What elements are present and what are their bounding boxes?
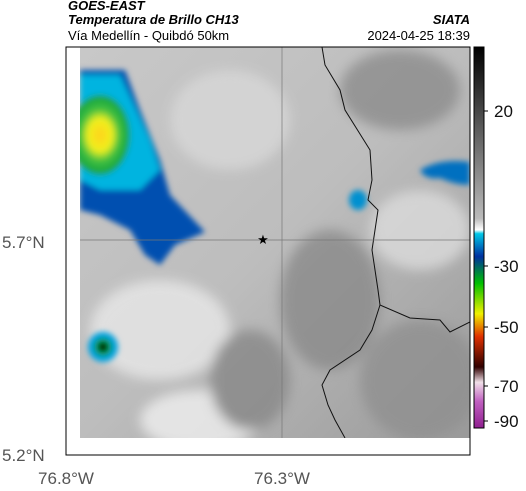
colorbar-label: -50 xyxy=(494,318,519,337)
colorbar-label: -30 xyxy=(494,257,519,276)
border xyxy=(321,47,470,333)
map-frame xyxy=(65,46,471,456)
colorbar-label: -90 xyxy=(494,412,519,431)
colorbar-label: 20 xyxy=(494,102,513,121)
colorbar xyxy=(473,46,485,429)
location-star: ★ xyxy=(257,232,269,247)
product: Temperatura de Brillo CH13 xyxy=(68,12,240,27)
route: Vía Medellín - Quibdó 50km xyxy=(68,28,229,43)
colorbar-ticks: 20 -30 -50 -70 -90 xyxy=(484,102,519,431)
satellite-image: ★ xyxy=(80,47,470,438)
lat-label: 5.2°N xyxy=(2,446,45,465)
timestamp: 2024-04-25 18:39 xyxy=(367,28,470,43)
agency: SIATA xyxy=(433,12,470,27)
lon-label: 76.3°W xyxy=(254,469,310,488)
colorbar-label: -70 xyxy=(494,377,519,396)
border xyxy=(321,304,381,438)
lon-label: 76.8°W xyxy=(38,469,94,488)
lat-label: 5.7°N xyxy=(2,233,45,252)
source: GOES-EAST xyxy=(68,0,146,13)
